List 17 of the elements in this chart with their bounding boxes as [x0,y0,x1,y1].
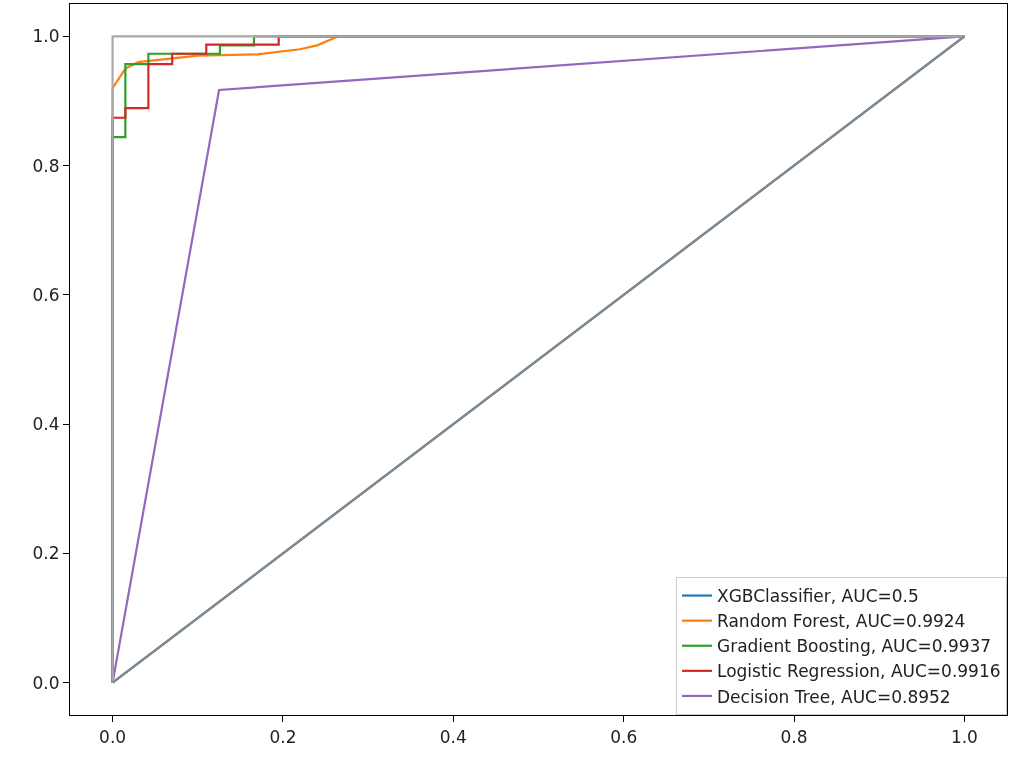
y-tick-label: 1.0 [32,26,60,47]
y-tick-label: 0.4 [32,414,60,435]
legend-label: Decision Tree, AUC=0.8952 [717,686,951,707]
legend-label: Logistic Regression, AUC=0.9916 [717,661,1001,682]
y-tick-label: 0.6 [32,284,60,305]
y-tick-label: 0.2 [32,543,60,564]
x-tick-label: 0.2 [269,726,297,747]
y-tick-label: 0.0 [32,672,60,693]
x-tick-label: 0.8 [780,726,808,747]
y-tick-label: 0.8 [32,155,60,176]
x-tick-label: 0.6 [610,726,638,747]
x-tick-label: 0.0 [99,726,127,747]
legend-label: Gradient Boosting, AUC=0.9937 [717,636,992,657]
legend-label: Random Forest, AUC=0.9924 [717,611,966,632]
legend-label: XGBClassifier, AUC=0.5 [717,586,919,607]
x-tick-label: 1.0 [950,726,978,747]
x-tick-label: 0.4 [439,726,467,747]
